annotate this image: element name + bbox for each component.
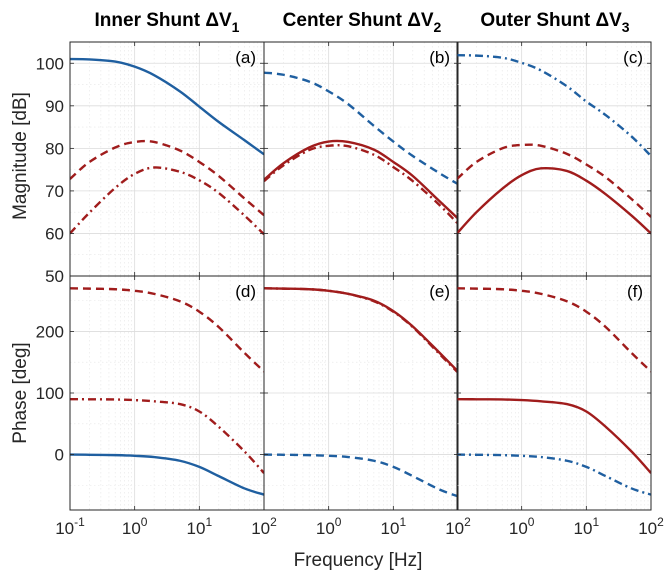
panel-c: (c)	[456, 41, 652, 277]
series-line-red-dashdot	[264, 144, 458, 225]
series-line-blue-dashed	[264, 71, 458, 186]
x-tick-label: 101	[574, 515, 600, 538]
column-title-inner: Inner Shunt ΔV1	[95, 10, 240, 35]
series-line-blue-dashed	[264, 453, 458, 498]
series-line-blue-solid	[70, 453, 264, 496]
series-line-blue-solid	[70, 57, 264, 156]
x-tick-label: 100	[122, 515, 148, 538]
y-axis-label-magnitude: Magnitude [dB]	[10, 92, 31, 220]
series-group	[70, 287, 264, 496]
panel-frame	[69, 41, 265, 277]
y-tick-label: 100	[36, 54, 64, 73]
panel-frame	[456, 41, 652, 277]
x-tick-label: 100	[316, 515, 342, 538]
series-line-red-dashed	[457, 143, 651, 218]
x-tick-label: 101	[381, 515, 407, 538]
y-tick-label: 200	[36, 322, 64, 341]
series-line-red-dashdot	[70, 397, 264, 474]
x-tick-label: 102	[251, 515, 277, 538]
panel-label: (e)	[429, 282, 450, 301]
x-tick-label: 102	[638, 515, 664, 538]
series-line-red-solid	[457, 397, 651, 474]
y-tick-label: 90	[45, 97, 64, 116]
y-tick-label: 50	[45, 267, 64, 286]
series-line-red-dashed	[70, 287, 264, 373]
series-line-red-dashed	[70, 139, 264, 217]
series-group	[457, 53, 651, 235]
series-line-blue-dashdot	[457, 453, 651, 496]
y-axis-label-phase: Phase [deg]	[10, 342, 31, 443]
series-line-red-dashdot	[70, 166, 264, 236]
panel-label: (c)	[623, 48, 643, 67]
y-tick-label: 70	[45, 182, 64, 201]
series-line-red-dashdot	[264, 287, 458, 374]
column-title-center: Center Shunt ΔV2	[283, 10, 442, 35]
x-tick-label: 10-1	[55, 515, 85, 538]
series-group	[457, 287, 651, 496]
x-tick-label: 101	[187, 515, 213, 538]
series-line-red-dashed	[457, 287, 651, 373]
series-line-red-solid	[264, 139, 458, 220]
y-tick-label: 60	[45, 224, 64, 243]
x-axis-label: Frequency [Hz]	[294, 550, 423, 571]
y-tick-label: 0	[55, 446, 64, 465]
panel-d: 0 100 200 10-1 100 101 102 (d)	[36, 275, 277, 538]
panel-b: (b)	[263, 41, 459, 277]
series-group	[70, 57, 264, 236]
series-line-red-solid	[457, 166, 651, 235]
panel-label: (a)	[235, 48, 256, 67]
panel-a: 50 60 70 80 90 100 (a)	[36, 41, 265, 286]
series-line-blue-dashdot	[457, 53, 651, 157]
y-tick-label: 100	[36, 384, 64, 403]
x-tick-label: 102	[445, 515, 471, 538]
y-tick-label: 80	[45, 139, 64, 158]
column-title-outer: Outer Shunt ΔV3	[480, 10, 629, 35]
panel-label: (d)	[235, 282, 256, 301]
panel-f: 100 101 102 (f)	[456, 275, 664, 538]
x-tick-label: 100	[509, 515, 535, 538]
series-group	[264, 287, 458, 498]
panel-label: (f)	[627, 282, 643, 301]
panel-label: (b)	[429, 48, 450, 67]
panel-e: 100 101 102 (e)	[263, 275, 471, 538]
series-group	[264, 71, 458, 225]
